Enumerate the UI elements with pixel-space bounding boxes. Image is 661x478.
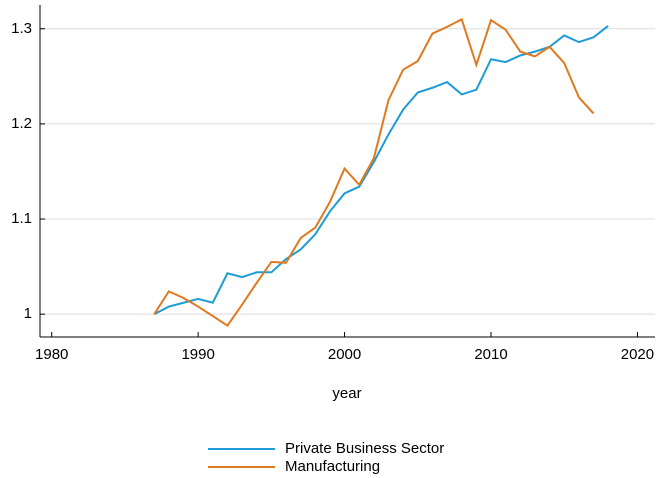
series-line: [153, 17, 595, 327]
legend-label: Private Business Sector: [285, 440, 444, 457]
y-tick-label: 1.3: [11, 20, 32, 37]
legend-label: Manufacturing: [285, 458, 380, 475]
series-line: [153, 25, 609, 316]
y-tick-label: 1.1: [11, 210, 32, 227]
x-tick-label: 2010: [474, 346, 507, 363]
x-tick-label: 2000: [328, 346, 361, 363]
x-tick-label: 2020: [621, 346, 654, 363]
y-tick-label: 1.2: [11, 115, 32, 132]
x-tick-label: 1990: [181, 346, 214, 363]
x-axis-label: year: [332, 385, 361, 402]
x-tick-label: 1980: [35, 346, 68, 363]
y-tick-label: 1: [24, 305, 32, 322]
